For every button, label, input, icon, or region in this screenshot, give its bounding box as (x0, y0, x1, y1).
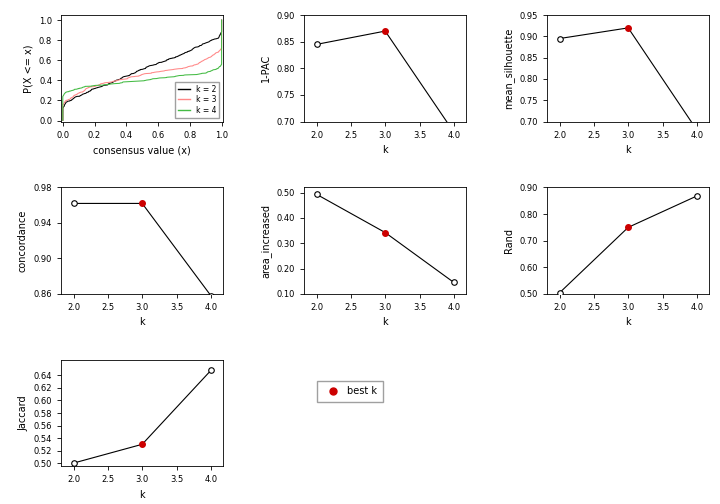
X-axis label: k: k (626, 318, 631, 328)
X-axis label: k: k (140, 490, 145, 500)
Y-axis label: Rand: Rand (504, 228, 514, 253)
Y-axis label: 1-PAC: 1-PAC (261, 54, 271, 83)
X-axis label: k: k (140, 318, 145, 328)
Y-axis label: area_increased: area_increased (260, 204, 271, 278)
Y-axis label: concordance: concordance (18, 210, 28, 272)
Legend: k = 2, k = 3, k = 4: k = 2, k = 3, k = 4 (175, 82, 220, 118)
X-axis label: k: k (382, 145, 388, 155)
Y-axis label: mean_silhouette: mean_silhouette (503, 28, 514, 109)
Legend: best k: best k (318, 381, 383, 402)
Y-axis label: P(X <= x): P(X <= x) (23, 44, 33, 93)
X-axis label: k: k (626, 145, 631, 155)
Y-axis label: Jaccard: Jaccard (18, 395, 28, 431)
X-axis label: k: k (382, 318, 388, 328)
X-axis label: consensus value (x): consensus value (x) (94, 145, 191, 155)
